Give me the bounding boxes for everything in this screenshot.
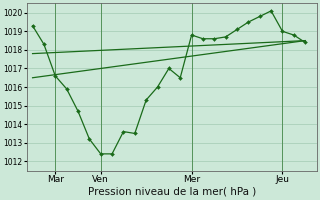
X-axis label: Pression niveau de la mer( hPa ): Pression niveau de la mer( hPa ) — [88, 187, 256, 197]
